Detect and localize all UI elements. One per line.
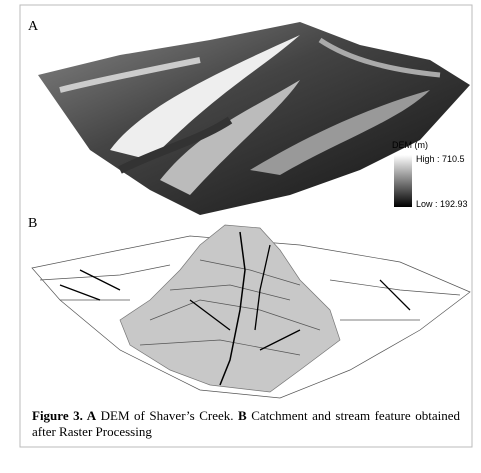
- figure-graphics: A DEM (m) High : 710.5 Low : 192.93 B: [0, 0, 481, 473]
- catchment-map: [32, 225, 470, 398]
- figure-caption: Figure 3. A DEM of Shaver’s Creek. B Cat…: [32, 408, 460, 440]
- figure: A DEM (m) High : 710.5 Low : 192.93 B Fi…: [0, 0, 481, 473]
- caption-part: Figure 3. A: [32, 408, 96, 423]
- legend-title: DEM (m): [392, 140, 428, 150]
- caption-part: B: [238, 408, 247, 423]
- legend-high: High : 710.5: [416, 154, 465, 164]
- legend-ramp: [394, 155, 412, 207]
- dem-legend: DEM (m) High : 710.5 Low : 192.93: [392, 140, 468, 209]
- panel-label: B: [28, 216, 37, 231]
- caption-part: DEM of Shaver’s Creek.: [96, 408, 238, 423]
- panel-label: A: [28, 19, 39, 34]
- legend-low: Low : 192.93: [416, 199, 468, 209]
